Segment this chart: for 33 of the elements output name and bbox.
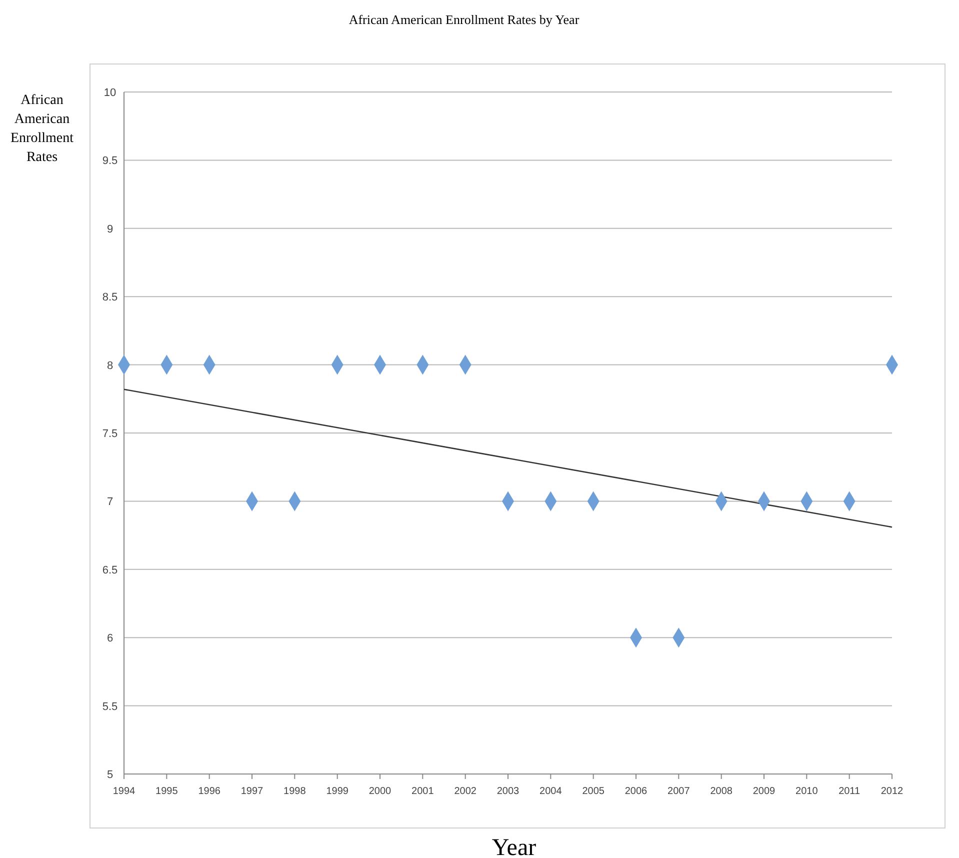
x-tick-label: 2012 bbox=[880, 786, 904, 797]
x-tick-label: 2004 bbox=[540, 786, 562, 797]
chart-title: African American Enrollment Rates by Year bbox=[348, 12, 580, 27]
y-tick-label: 5.5 bbox=[102, 700, 118, 713]
x-tick-label: 2010 bbox=[796, 786, 818, 797]
y-axis-title: African American Enrollment Rates bbox=[10, 93, 74, 165]
x-tick-label: 1995 bbox=[156, 786, 178, 797]
y-tick-label: 6 bbox=[106, 632, 114, 645]
y-tick-label: 6.5 bbox=[102, 564, 118, 576]
x-tick-label: 1994 bbox=[112, 786, 136, 797]
y-tick-label: 9.5 bbox=[102, 155, 118, 168]
y-tick-label: 7.5 bbox=[102, 428, 118, 440]
x-tick-label: 2000 bbox=[368, 786, 392, 797]
x-tick-label: 2006 bbox=[624, 786, 648, 797]
y-tick-label: 10 bbox=[104, 87, 116, 99]
x-tick-label: 1997 bbox=[240, 786, 264, 797]
y-tick-label: 7 bbox=[106, 496, 114, 508]
x-tick-label: 1999 bbox=[326, 786, 349, 797]
x-axis-title: Year bbox=[492, 835, 536, 858]
x-tick-label: 1998 bbox=[284, 786, 306, 797]
x-tick-label: 2007 bbox=[668, 786, 690, 797]
x-tick-label: 2008 bbox=[710, 786, 733, 797]
y-tick-label: 9 bbox=[106, 223, 114, 236]
x-tick-label: 2005 bbox=[582, 786, 605, 797]
x-tick-label: 2003 bbox=[496, 786, 520, 797]
y-tick-label: 5 bbox=[106, 769, 114, 781]
x-tick-label: 2002 bbox=[454, 786, 477, 797]
y-tick-label: 8.5 bbox=[102, 292, 118, 304]
x-tick-label: 2011 bbox=[838, 786, 861, 797]
x-tick-label: 2009 bbox=[752, 786, 776, 797]
x-tick-label: 1996 bbox=[198, 786, 221, 797]
x-tick-label: 2001 bbox=[412, 786, 434, 797]
y-tick-label: 8 bbox=[106, 360, 114, 372]
